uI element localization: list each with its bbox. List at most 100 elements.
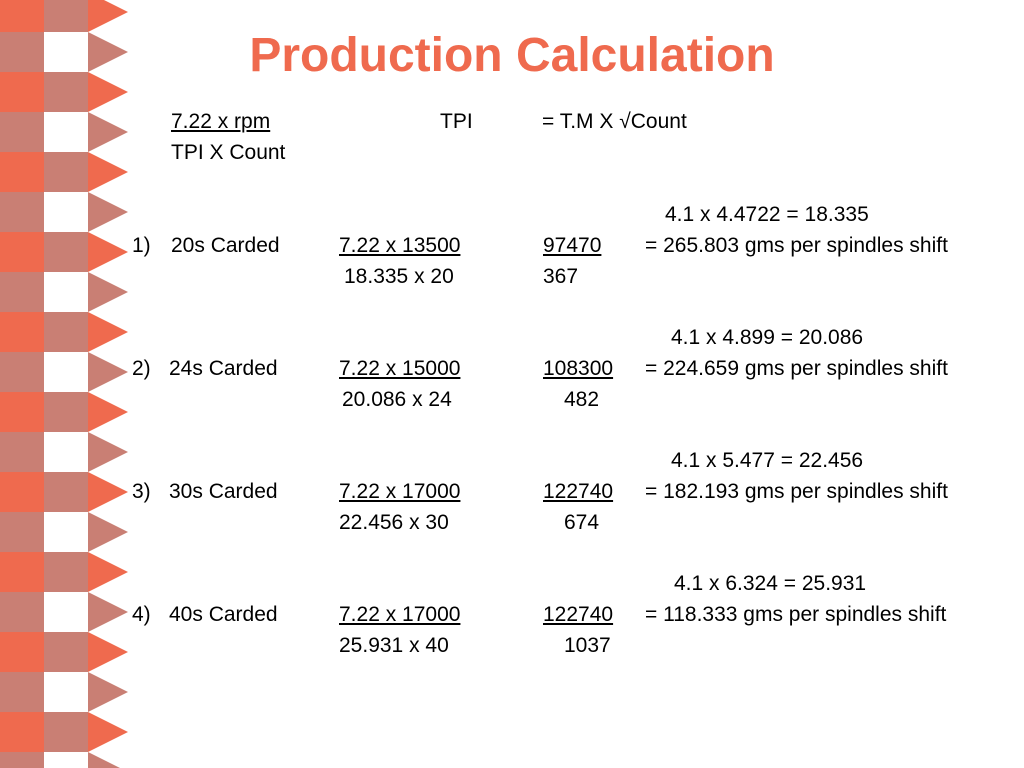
- production-denominator: 18.335 x 20: [344, 265, 454, 288]
- border-notch: [88, 232, 128, 252]
- border-check: [0, 512, 44, 552]
- border-notch: [88, 172, 128, 192]
- border-check: [0, 632, 44, 672]
- production-denominator: 22.456 x 30: [339, 511, 449, 534]
- example-number: 1): [132, 234, 151, 257]
- border-check: [0, 392, 44, 432]
- border-check: [44, 672, 88, 712]
- border-notch: [88, 112, 128, 132]
- border-zigzag: [88, 192, 128, 232]
- border-zigzag: [88, 312, 128, 352]
- result-denominator: 674: [564, 511, 600, 534]
- border-notch: [88, 552, 128, 572]
- production-denominator: 25.931 x 40: [339, 634, 449, 657]
- border-check: [0, 72, 44, 112]
- border-zigzag: [88, 232, 128, 272]
- border-notch: [88, 532, 128, 552]
- example-number: 3): [132, 480, 151, 503]
- border-notch: [88, 32, 128, 52]
- border-check: [44, 0, 88, 32]
- border-notch: [88, 612, 128, 632]
- border-zigzag: [88, 472, 128, 512]
- border-zigzag: [88, 152, 128, 192]
- border-check: [44, 392, 88, 432]
- border-check: [44, 592, 88, 632]
- border-zigzag: [88, 552, 128, 592]
- production-result: = 265.803 gms per spindles shift: [645, 234, 948, 257]
- border-notch: [88, 132, 128, 152]
- border-notch: [88, 472, 128, 492]
- production-result: = 224.659 gms per spindles shift: [645, 357, 948, 380]
- border-check: [44, 472, 88, 512]
- border-notch: [88, 712, 128, 732]
- border-check: [0, 752, 44, 768]
- border-notch: [88, 692, 128, 712]
- border-notch: [88, 92, 128, 112]
- border-check: [0, 552, 44, 592]
- border-check: [0, 672, 44, 712]
- tpi-calculation: 4.1 x 5.477 = 22.456: [671, 449, 864, 472]
- border-notch: [88, 732, 128, 752]
- border-check: [44, 752, 88, 768]
- tpi-label: TPI: [440, 110, 473, 133]
- border-notch: [88, 452, 128, 472]
- border-zigzag: [88, 272, 128, 312]
- border-notch: [88, 392, 128, 412]
- border-notch: [88, 512, 128, 532]
- border-check: [44, 512, 88, 552]
- production-numerator: 7.22 x 17000: [339, 480, 461, 503]
- border-zigzag: [88, 712, 128, 752]
- border-check: [44, 112, 88, 152]
- border-check: [0, 312, 44, 352]
- border-check: [0, 272, 44, 312]
- border-check: [0, 232, 44, 272]
- border-zigzag: [88, 72, 128, 112]
- border-notch: [88, 432, 128, 452]
- border-check: [44, 152, 88, 192]
- border-check: [44, 432, 88, 472]
- count-label: 24s Carded: [169, 357, 278, 380]
- border-zigzag: [88, 32, 128, 72]
- border-notch: [88, 292, 128, 312]
- border-check: [0, 352, 44, 392]
- border-notch: [88, 192, 128, 212]
- border-notch: [88, 152, 128, 172]
- border-check: [44, 552, 88, 592]
- border-zigzag: [88, 632, 128, 672]
- border-notch: [88, 372, 128, 392]
- border-notch: [88, 672, 128, 692]
- tpi-calculation: 4.1 x 6.324 = 25.931: [674, 572, 867, 595]
- border-check: [0, 112, 44, 152]
- border-zigzag: [88, 112, 128, 152]
- border-notch: [88, 312, 128, 332]
- border-check: [0, 472, 44, 512]
- formula-denominator: TPI X Count: [171, 141, 286, 164]
- border-notch: [88, 52, 128, 72]
- production-result: = 118.333 gms per spindles shift: [645, 603, 947, 626]
- border-notch: [88, 332, 128, 352]
- border-zigzag: [88, 432, 128, 472]
- border-zigzag: [88, 512, 128, 552]
- border-check: [0, 192, 44, 232]
- result-numerator: 97470: [543, 234, 602, 257]
- border-notch: [88, 592, 128, 612]
- result-numerator: 122740: [543, 480, 614, 503]
- example-number: 4): [132, 603, 151, 626]
- border-notch: [88, 252, 128, 272]
- checkered-border-decoration: [0, 0, 128, 768]
- border-check: [0, 32, 44, 72]
- border-notch: [88, 352, 128, 372]
- count-label: 30s Carded: [169, 480, 278, 503]
- production-result: = 182.193 gms per spindles shift: [645, 480, 948, 503]
- result-numerator: 108300: [543, 357, 614, 380]
- border-check: [0, 592, 44, 632]
- production-denominator: 20.086 x 24: [342, 388, 452, 411]
- border-zigzag: [88, 392, 128, 432]
- production-numerator: 7.22 x 13500: [339, 234, 461, 257]
- border-check: [44, 72, 88, 112]
- example-number: 2): [132, 357, 151, 380]
- border-zigzag: [88, 0, 128, 32]
- border-check: [0, 712, 44, 752]
- border-notch: [88, 72, 128, 92]
- border-check: [44, 32, 88, 72]
